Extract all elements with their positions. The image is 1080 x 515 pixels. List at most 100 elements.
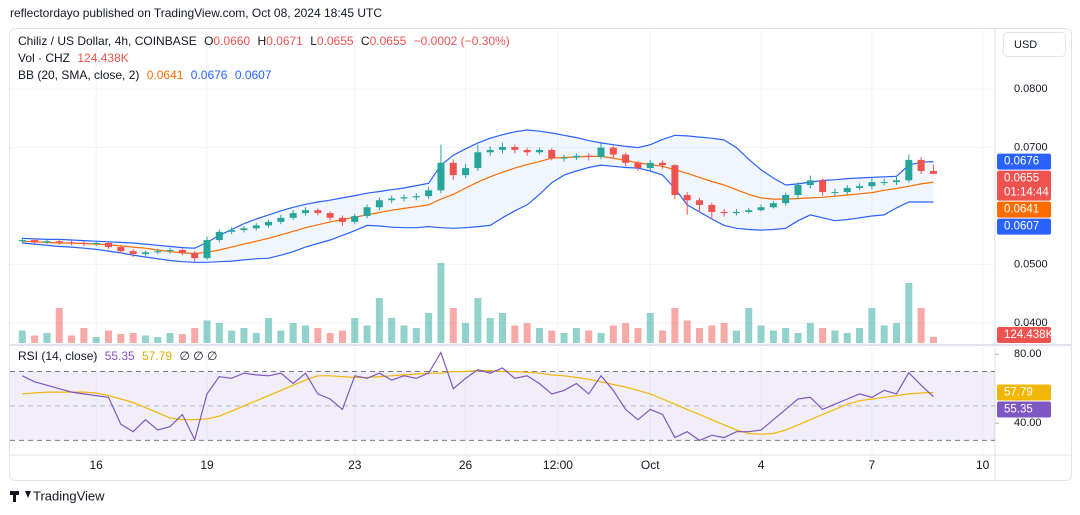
volume-bar — [400, 325, 408, 343]
volume-title: Vol · CHZ — [18, 51, 71, 65]
candle-body — [375, 200, 383, 208]
bb-upper-value: 0.0676 — [190, 68, 228, 82]
volume-bar — [191, 328, 199, 343]
candle-body — [683, 194, 691, 201]
volume-bar — [166, 333, 174, 343]
candle-body — [868, 182, 876, 187]
candle-body — [437, 162, 445, 191]
volume-bar — [338, 330, 346, 343]
volume-bar — [92, 337, 100, 343]
volume-bar — [474, 298, 482, 343]
candle-body — [782, 194, 790, 204]
candle-body — [363, 207, 371, 217]
candle-body — [240, 228, 248, 231]
bb-lower-line — [22, 164, 934, 263]
volume-bar — [437, 263, 445, 343]
last-price-tag — [997, 170, 1051, 201]
candle-body — [880, 182, 888, 184]
candle-body — [68, 242, 76, 244]
x-tick-label: 26 — [459, 458, 473, 472]
rsi-tag-label: 55.35 — [1004, 404, 1033, 416]
volume-bar — [905, 283, 913, 343]
rsi-tag — [997, 401, 1051, 418]
candle-body — [499, 147, 506, 150]
candle-body — [412, 196, 420, 198]
x-tick-label: 7 — [869, 458, 876, 472]
candle-body — [92, 242, 100, 244]
legend-value: 0.0655 — [316, 34, 354, 48]
volume-tag-label: 124.438K — [1004, 329, 1054, 341]
bb-lower-tag-label: 0.0607 — [1004, 221, 1039, 233]
volume-bar — [425, 313, 433, 343]
volume-bar — [55, 308, 63, 343]
candle-body — [449, 162, 457, 176]
candle-body — [597, 147, 605, 157]
volume-bar — [80, 328, 88, 343]
candle-body — [856, 186, 864, 188]
x-tick-label: Oct — [641, 458, 660, 472]
volume-bar — [31, 335, 39, 343]
brand-logo — [10, 491, 31, 502]
volume-bar — [375, 298, 383, 343]
candle-body — [757, 207, 765, 211]
candle-body — [203, 240, 211, 259]
candle-body — [252, 225, 260, 229]
bb-basis-tag-label: 0.0641 — [1004, 204, 1039, 216]
candle-body — [819, 180, 827, 193]
legend-key: C — [360, 34, 370, 48]
volume-bar — [585, 330, 593, 343]
candle-body — [18, 240, 26, 242]
volume-bar — [277, 330, 285, 343]
volume-bar — [105, 330, 112, 343]
candle-body — [314, 210, 322, 214]
candle-body — [154, 251, 162, 253]
last-price-tag-label: 0.0655 — [1004, 173, 1039, 185]
candle-body — [289, 213, 297, 218]
x-tick-label: 4 — [758, 458, 765, 472]
volume-bar — [572, 328, 580, 343]
candle-body — [917, 159, 925, 171]
candle-body — [326, 213, 334, 218]
x-tick-label: 16 — [90, 458, 104, 472]
rsi-title: RSI (14, close) — [18, 349, 98, 363]
candle-body — [634, 162, 642, 169]
candle-body — [905, 159, 913, 181]
rsi-legend: RSI (14, close) 55.35 57.79 ∅ ∅ ∅ — [18, 348, 221, 365]
legend-value: 0.0655 — [369, 34, 407, 48]
candle-body — [560, 157, 568, 159]
candle-body — [585, 155, 593, 157]
volume-bar — [289, 323, 297, 343]
bb-lower-value: 0.0607 — [234, 68, 272, 82]
candle-body — [745, 210, 753, 212]
rsi-value: 55.35 — [104, 349, 135, 363]
volume-bar — [252, 333, 260, 343]
volume-bar — [314, 328, 322, 343]
volume-bar — [154, 337, 162, 343]
legend-change: −0.0002 (−0.30%) — [413, 34, 510, 48]
candle-body — [388, 198, 396, 201]
candle-body — [141, 252, 149, 255]
candle-body — [117, 247, 125, 252]
publish-note: reflectordayo published on TradingView.c… — [10, 6, 382, 20]
bb-upper-tag-label: 0.0676 — [1004, 156, 1039, 168]
volume-bar — [462, 323, 470, 343]
candle-body — [462, 168, 470, 176]
x-tick-label: 19 — [200, 458, 214, 472]
volume-bar — [659, 330, 667, 343]
rsi-line — [22, 370, 934, 435]
candle-body — [548, 149, 556, 159]
symbol-title: Chiliz / US Dollar, 4h, COINBASE — [18, 34, 197, 48]
bb-basis-tag — [997, 201, 1051, 218]
volume-bar — [363, 325, 371, 343]
rsi-extras: ∅ ∅ ∅ — [179, 349, 218, 363]
legend-value: 0.0671 — [266, 34, 303, 48]
candle-body — [622, 154, 630, 163]
bb-legend: BB (20, SMA, close, 2) 0.0641 0.0676 0.0… — [18, 67, 276, 84]
volume-bar — [794, 333, 802, 343]
volume-bar — [609, 325, 617, 343]
volume-bar — [868, 308, 876, 343]
volume-bar — [843, 333, 851, 343]
candle-body — [228, 230, 236, 232]
currency-label: USD — [1014, 39, 1037, 51]
